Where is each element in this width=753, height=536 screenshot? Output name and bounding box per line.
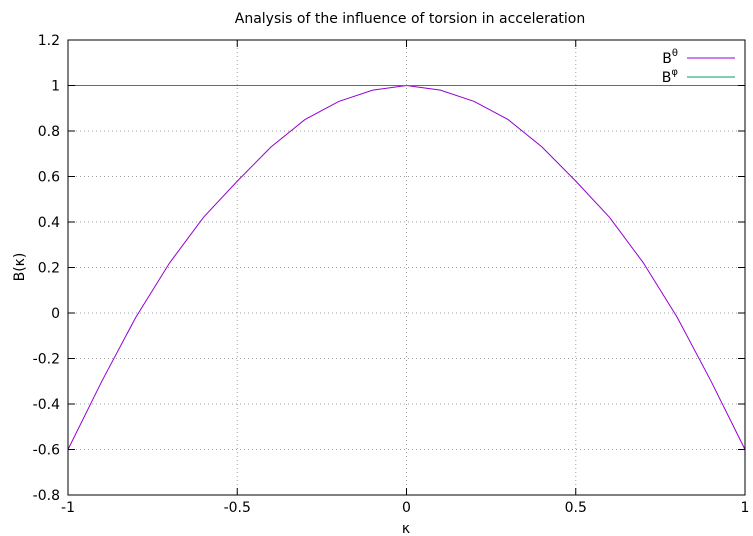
legend-label-b-phi: Bφ (662, 67, 679, 86)
y-tick-label: 1 (51, 79, 60, 95)
x-tick-label: -0.5 (224, 500, 251, 516)
legend-label-b-theta: Bθ (662, 48, 678, 67)
grid-lines (68, 40, 745, 495)
y-tick-label: -0.6 (33, 443, 60, 459)
x-axis-label: κ (402, 521, 410, 536)
y-tick-label: 0 (51, 306, 60, 322)
legend: Bθ Bφ (662, 48, 735, 86)
chart-title: Analysis of the influence of torsion in … (235, 11, 586, 27)
plot-series (67, 84, 746, 450)
legend-label-b-theta-sup: θ (672, 48, 678, 59)
x-tick-label: 0 (402, 500, 411, 516)
axis-ticks: -1 -0.5 0 0.5 1 -0.8 -0.6 -0.4 -0.2 0 0.2 0.4 0.6 0.8… (33, 33, 750, 516)
y-tick-label: -0.4 (33, 397, 60, 413)
x-tick-label: 0.5 (565, 500, 587, 516)
legend-label-b-phi-sup: φ (671, 67, 678, 78)
y-axis-label: B(κ) (12, 253, 28, 282)
y-tick-label: 1.2 (38, 33, 60, 49)
x-tick-label: 1 (741, 500, 750, 516)
legend-label-b-theta-base: B (662, 51, 672, 67)
y-tick-label: 0.6 (38, 170, 60, 186)
y-tick-label: 0.4 (38, 215, 60, 231)
x-tick-label: -1 (61, 500, 75, 516)
legend-label-b-phi-base: B (662, 70, 672, 86)
y-tick-label: -0.8 (33, 488, 60, 504)
y-tick-label: 0.2 (38, 261, 60, 277)
y-tick-label: -0.2 (33, 352, 60, 368)
y-tick-label: 0.8 (38, 124, 60, 140)
